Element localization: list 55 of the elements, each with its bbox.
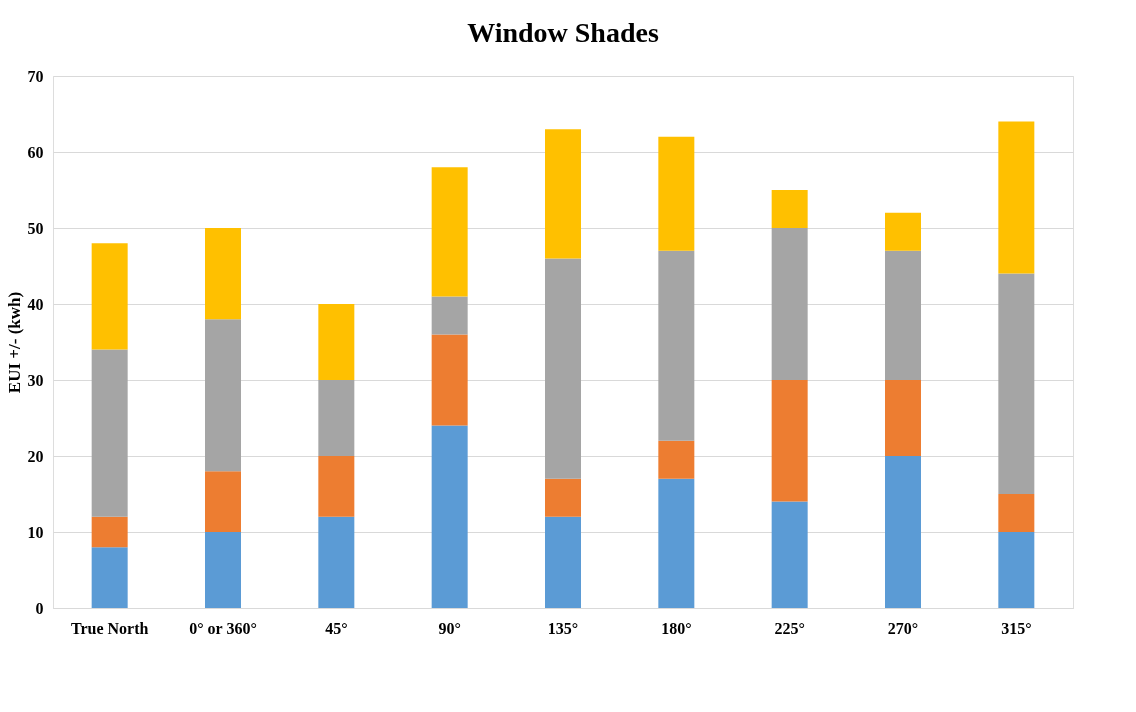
bar — [91, 547, 128, 608]
x-tick-label: 135° — [547, 619, 579, 637]
bar — [998, 121, 1035, 274]
bar — [885, 250, 921, 380]
bar — [885, 380, 921, 456]
x-tick-label: 0° or 360° — [189, 619, 257, 637]
y-tick-label: 40 — [27, 295, 44, 313]
bar — [658, 136, 695, 251]
bar — [658, 478, 695, 608]
y-tick-label: 70 — [27, 67, 44, 85]
bar — [205, 471, 241, 532]
x-tick-label: 90° — [438, 619, 461, 637]
bar — [771, 380, 808, 502]
bar — [771, 190, 808, 228]
bar — [658, 250, 695, 441]
x-tick-label: True North — [70, 619, 149, 637]
x-tick-label: 270° — [887, 619, 919, 637]
y-tick-label: 10 — [27, 523, 44, 541]
bar — [431, 425, 468, 608]
bar — [658, 440, 695, 479]
bar — [998, 532, 1035, 608]
y-tick-label: 0 — [35, 599, 44, 617]
y-tick-label: 50 — [27, 219, 44, 237]
chart-title: Window Shades — [467, 17, 659, 48]
bar — [205, 319, 241, 472]
bar — [431, 334, 468, 426]
bar — [431, 167, 468, 297]
x-tick-label: 180° — [661, 619, 692, 637]
y-tick-label: 20 — [27, 447, 44, 465]
bar — [205, 532, 241, 608]
bar — [998, 494, 1035, 532]
bar — [431, 296, 468, 335]
bar — [885, 456, 921, 608]
bar — [545, 516, 581, 608]
bar — [318, 380, 355, 456]
bar — [998, 273, 1035, 494]
bar — [318, 456, 355, 517]
bar — [545, 129, 581, 259]
x-tick-label: 45° — [325, 619, 348, 637]
x-tick-label: 315° — [1001, 619, 1032, 637]
bar — [771, 228, 808, 380]
bar — [885, 212, 921, 251]
bar — [545, 258, 581, 479]
bar — [318, 516, 355, 608]
bar — [771, 501, 808, 608]
bar — [91, 243, 128, 350]
y-tick-label: 30 — [27, 371, 44, 389]
bar — [545, 478, 581, 517]
bar — [205, 228, 241, 320]
y-axis-title: EUI +/- (kwh) — [4, 291, 24, 394]
bar — [91, 349, 128, 517]
bar — [318, 304, 355, 380]
y-tick-label: 60 — [27, 143, 44, 161]
x-tick-label: 225° — [774, 619, 805, 637]
bar — [91, 516, 128, 548]
